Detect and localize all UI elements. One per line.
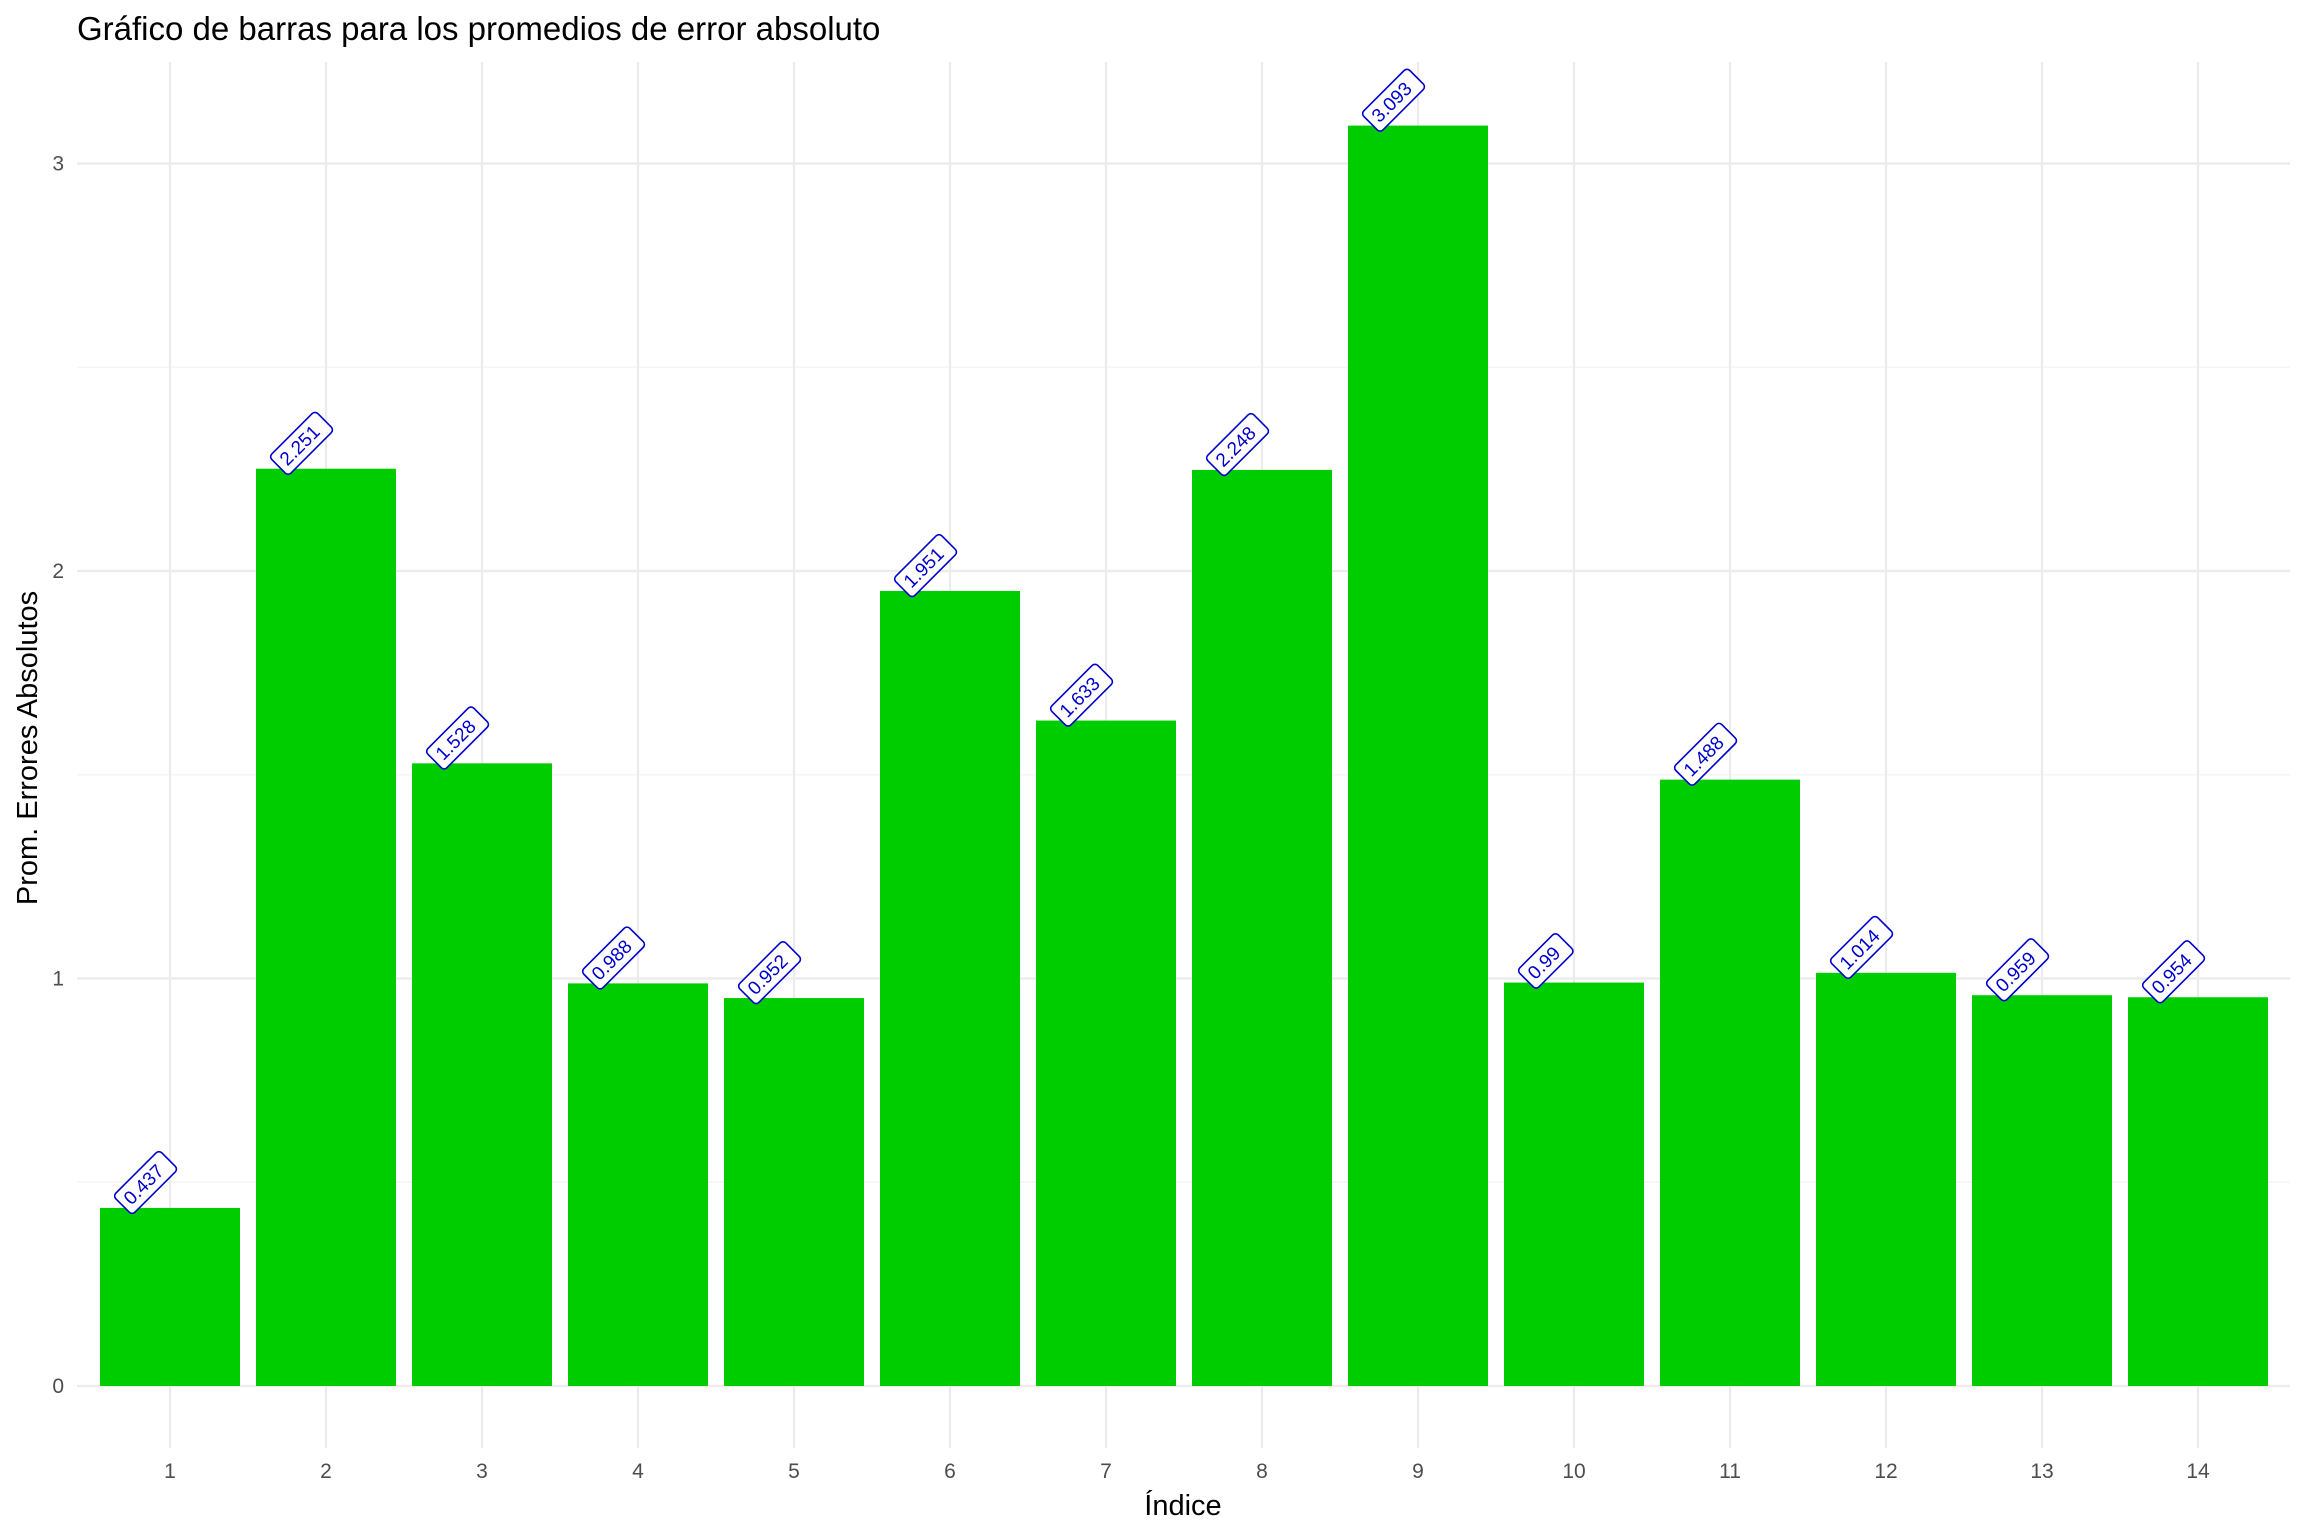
data-label-box [269,411,334,475]
x-tick-label: 5 [788,1460,800,1483]
data-label: 0.959 [1985,938,2050,1002]
data-label: 0.954 [2141,940,2206,1004]
bar [568,983,708,1386]
data-label: 1.528 [425,706,490,770]
bar [1036,720,1176,1386]
data-label-box [1829,915,1894,980]
y-tick-label: 0 [52,1375,64,1398]
data-label-box [1985,938,2050,1002]
bars [100,125,2268,1386]
x-tick-label: 14 [2186,1460,2210,1483]
y-axis-title: Prom. Errores Absolutos [12,591,44,905]
data-label-box [737,940,802,1005]
x-tick-label: 11 [1719,1460,1741,1483]
bar [1192,469,1332,1386]
chart-title: Gráfico de barras para los promedios de … [77,10,880,47]
data-label: 0.988 [581,926,646,990]
x-tick-label: 4 [632,1460,644,1483]
bar [1348,125,1488,1386]
y-axis-ticks: 0 1 2 3 [52,153,64,1399]
x-tick-label: 2 [320,1460,332,1483]
bar [1972,995,2112,1386]
data-label-box [1361,68,1426,132]
x-axis-ticks: 1 2 3 4 5 6 7 8 9 10 11 12 13 14 [164,1460,2210,1483]
data-label-box [1673,722,1738,786]
bar [412,763,552,1386]
data-label-box [425,706,490,770]
bar [1504,982,1644,1386]
x-tick-label: 3 [476,1460,488,1483]
bar [1660,779,1800,1386]
x-tick-label: 13 [2030,1460,2053,1483]
y-tick-label: 1 [52,968,64,991]
gridlines [77,62,2290,1448]
data-label: 1.014 [1829,915,1894,980]
bar [724,998,864,1386]
data-label-box [1049,663,1114,727]
x-tick-label: 9 [1412,1460,1424,1483]
data-label-box [1517,932,1574,989]
data-label: 3.093 [1361,68,1426,132]
bar [256,468,396,1386]
x-tick-label: 8 [1256,1460,1268,1483]
x-tick-label: 7 [1100,1460,1112,1483]
data-label: 2.251 [269,411,334,475]
data-label: 1.951 [893,533,958,598]
y-tick-label: 2 [52,560,64,583]
x-tick-label: 6 [944,1460,956,1483]
data-label-box [893,533,958,598]
bar [2128,997,2268,1386]
data-label: 2.248 [1205,412,1270,477]
data-label: 1.633 [1049,663,1114,727]
x-tick-label: 12 [1874,1460,1897,1483]
x-tick-label: 10 [1562,1460,1585,1483]
x-axis-title: Índice [1144,1489,1221,1522]
bar [100,1207,240,1386]
x-tick-label: 1 [164,1460,176,1483]
data-label-box [2141,940,2206,1004]
data-label-box [581,926,646,990]
bar [1816,972,1956,1386]
data-label-box [1205,412,1270,477]
data-label: 0.99 [1517,932,1574,989]
y-tick-label: 3 [52,153,64,176]
bar [880,590,1020,1386]
data-label: 1.488 [1673,722,1738,786]
data-label-box [113,1150,178,1215]
data-label: 0.952 [737,940,802,1005]
